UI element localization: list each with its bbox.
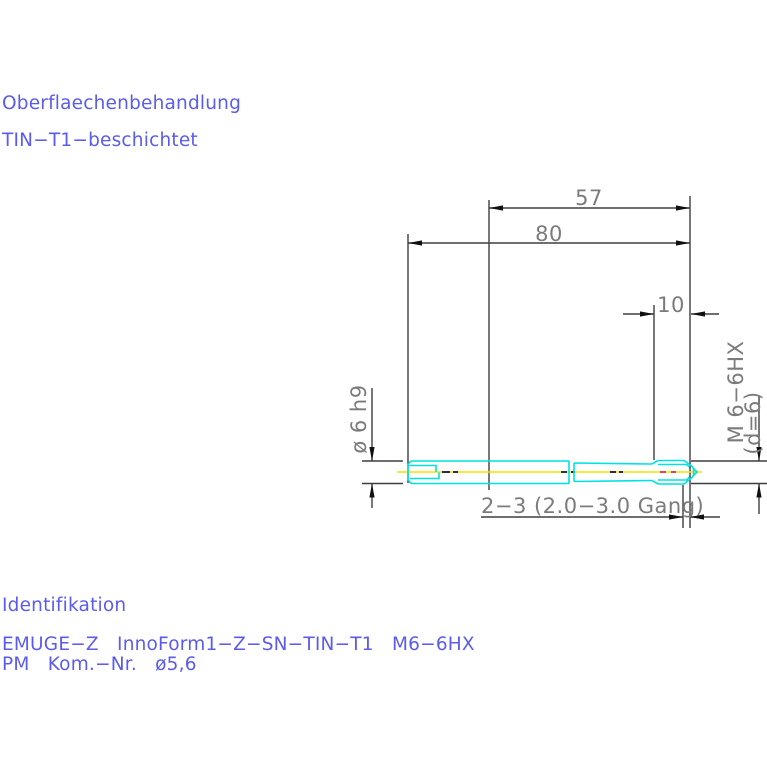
tool-shank [407,460,569,485]
extension-lines-thread-spec [691,460,767,485]
surface-treatment-block: Oberflaechenbehandlung TIN−T1−beschichte… [1,93,241,151]
tool-neck [568,461,653,484]
arrow-10-right [691,311,705,317]
dim-label-80: 80 [535,222,563,246]
arrow-57-left [489,205,503,211]
identification-title: Identifikation [2,595,126,616]
identification-article: EMUGE−Z InnoForm1−Z−SN−TIN−T1 M6−6HX [2,634,475,655]
thread-spec-label: M 6−6HX [724,341,748,444]
tool-outline [407,459,699,485]
arrow-lead-right [690,514,704,520]
thread-spec-sub-label: (d=6) [741,391,765,454]
identification-block: Identifikation EMUGE−Z InnoForm1−Z−SN−TI… [2,595,475,675]
dim-label-57: 57 [575,186,603,210]
arrow-lead-left [669,514,683,520]
arrow-shank-dia-bottom [369,483,375,498]
lead-taper-label: 2−3 (2.0−3.0 Gang) [481,494,704,518]
tool-thread [651,459,699,485]
arrowheads [369,205,762,520]
dimension-labels: 57 80 10 2−3 (2.0−3.0 Gang) ø 6 h9 M 6−6… [347,186,765,518]
extension-lines-vertical [407,196,691,528]
arrow-thread-spec-top [756,447,762,461]
surface-treatment-value: TIN−T1−beschichtet [1,130,198,151]
shank-diameter-label: ø 6 h9 [347,384,371,453]
extension-lines-shank-dia [362,460,403,485]
arrow-80-right [676,240,690,246]
dim-label-10: 10 [657,293,685,317]
arrow-thread-spec-bottom [756,483,762,498]
surface-treatment-title: Oberflaechenbehandlung [2,93,241,114]
arrow-80-left [408,240,422,246]
arrow-57-right [676,205,690,211]
identification-order: PM Kom.−Nr. ø5,6 [2,654,197,675]
arrow-shank-dia-top [369,447,375,461]
arrow-10-left [640,311,654,317]
tool-square-drive [409,464,440,480]
